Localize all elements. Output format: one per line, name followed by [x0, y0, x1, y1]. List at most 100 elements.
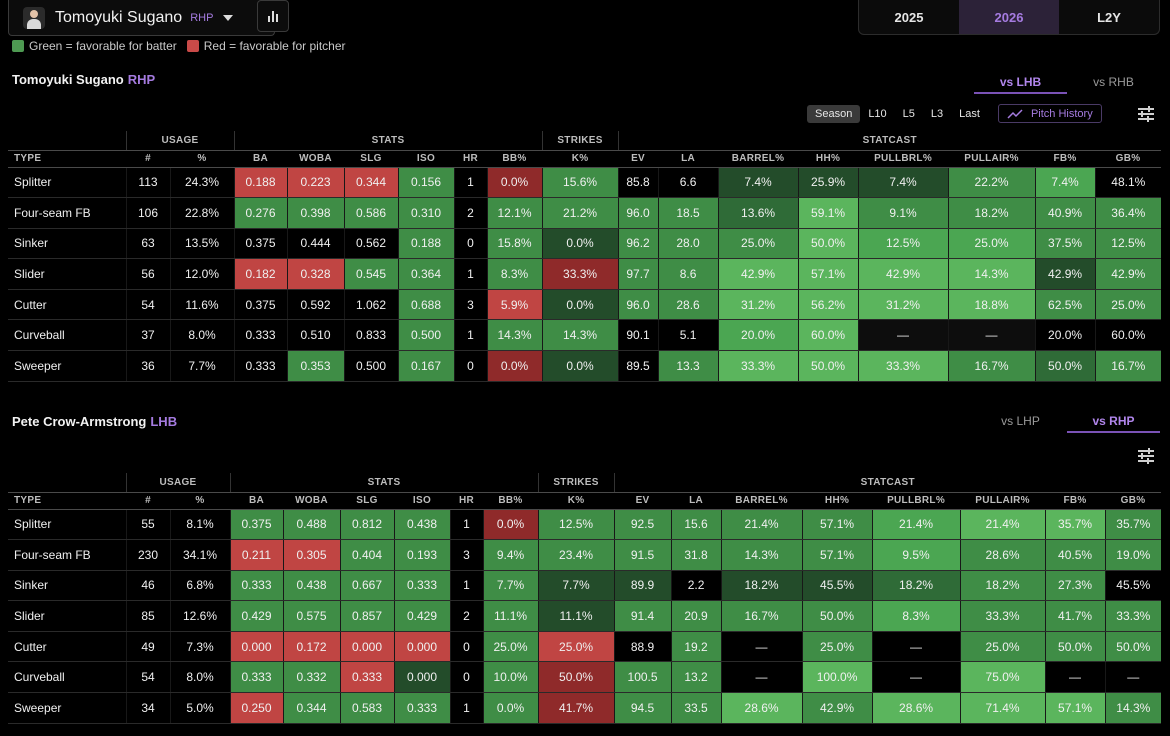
group-strikes: STRIKES	[537, 473, 615, 493]
col-header-ev[interactable]: EV	[614, 492, 672, 510]
cell-bb-pct: 11.1%	[482, 600, 539, 632]
legend-red-label: Red = favorable for pitcher	[203, 39, 346, 53]
tab-vs-rhb[interactable]: vs RHB	[1093, 75, 1134, 89]
cell-count: 46	[125, 570, 170, 602]
col-header-bb-pct[interactable]: BB%	[487, 150, 543, 168]
tab-vs-lhb[interactable]: vs LHB	[974, 70, 1067, 94]
cell-fb-pct: 42.9%	[1034, 258, 1096, 290]
cell-hr: 1	[449, 509, 483, 541]
pitch-type-cell: Splitter	[8, 167, 126, 199]
col-header-hh-pct[interactable]: HH%	[798, 150, 859, 168]
col-header-type[interactable]: TYPE	[8, 492, 126, 510]
year-tab-l2y[interactable]: L2Y	[1097, 9, 1121, 25]
col-header-slg[interactable]: SLG	[344, 150, 398, 168]
col-header-pullair-pct[interactable]: PULLAIR%	[948, 150, 1036, 168]
col-header-iso[interactable]: ISO	[398, 150, 454, 168]
cell-ba: 0.000	[229, 631, 283, 663]
tab-vs-lhp[interactable]: vs LHP	[1001, 414, 1040, 428]
col-header-ba[interactable]: BA	[230, 492, 283, 510]
table-row: Cutter 49 7.3% 0.000 0.172 0.000 0.000 0 25.0% 25…	[8, 631, 1162, 663]
cell-pullair-pct: 21.4%	[959, 509, 1046, 541]
range-l10[interactable]: L10	[868, 107, 887, 120]
col-header-gb-pct[interactable]: GB%	[1095, 150, 1162, 168]
col-header-woba[interactable]: WOBA	[283, 492, 340, 510]
cell-slg: 0.857	[339, 600, 394, 632]
cell-fb-pct: 41.7%	[1044, 600, 1106, 632]
cell-woba: 0.398	[286, 197, 344, 229]
col-header-k-pct[interactable]: K%	[538, 492, 615, 510]
cell-gb-pct: 42.9%	[1094, 258, 1162, 290]
col-header-hh-pct[interactable]: HH%	[802, 492, 873, 510]
cell-pullbrl-pct: 12.5%	[857, 228, 949, 260]
cell-iso: 0.193	[393, 539, 450, 571]
col-header-bb-pct[interactable]: BB%	[483, 492, 539, 510]
col-header-type[interactable]: TYPE	[8, 150, 126, 168]
group-statcast: STATCAST	[617, 131, 1162, 151]
cell-k-pct: 0.0%	[541, 289, 619, 321]
col-header-ev[interactable]: EV	[618, 150, 659, 168]
range-l3[interactable]: L3	[930, 107, 944, 120]
cell-hr: 0	[453, 228, 487, 260]
cell-iso: 0.188	[397, 228, 454, 260]
cell-slg: 0.586	[343, 197, 398, 229]
cell-iso: 0.167	[397, 350, 454, 382]
bar-chart-button[interactable]	[257, 0, 289, 32]
cell-woba: 0.305	[282, 539, 340, 571]
col-header-count[interactable]: #	[126, 150, 170, 168]
col-header-la[interactable]: LA	[658, 150, 719, 168]
col-header-hr[interactable]: HR	[450, 492, 483, 510]
col-header-barrel-pct[interactable]: BARREL%	[721, 492, 803, 510]
cell-k-pct: 25.0%	[537, 631, 615, 663]
col-header-hr[interactable]: HR	[454, 150, 487, 168]
cell-slg: 0.583	[339, 692, 394, 724]
pitch-type-cell: Cutter	[8, 289, 126, 321]
cell-gb-pct: 36.4%	[1094, 197, 1162, 229]
col-header-pullbrl-pct[interactable]: PULLBRL%	[872, 492, 961, 510]
range-l5[interactable]: L5	[902, 107, 915, 120]
col-header-pct[interactable]: %	[170, 492, 230, 510]
col-header-woba[interactable]: WOBA	[287, 150, 344, 168]
col-header-fb-pct[interactable]: FB%	[1035, 150, 1096, 168]
cell-ba: 0.211	[229, 539, 283, 571]
bar-chart-icon	[268, 11, 278, 22]
trend-line-icon	[1007, 108, 1023, 119]
tab-vs-rhp[interactable]: vs RHP	[1067, 409, 1160, 433]
col-header-gb-pct[interactable]: GB%	[1105, 492, 1162, 510]
table-row: Splitter 113 24.3% 0.188 0.223 0.344 0.156 1 0.0…	[8, 167, 1162, 199]
col-header-pullbrl-pct[interactable]: PULLBRL%	[858, 150, 949, 168]
pitcher-table-body: Splitter 113 24.3% 0.188 0.223 0.344 0.156 1 0.0…	[8, 167, 1162, 382]
range-season[interactable]: Season	[807, 104, 861, 123]
cell-woba: 0.444	[286, 228, 344, 260]
col-header-k-pct[interactable]: K%	[542, 150, 619, 168]
table-row: Cutter 54 11.6% 0.375 0.592 1.062 0.688 3 5.9% 0.…	[8, 289, 1162, 321]
cell-hr: 2	[449, 600, 483, 632]
year-tab-2025[interactable]: 2025	[894, 9, 924, 25]
cell-pct: 24.3%	[169, 167, 234, 199]
col-header-iso[interactable]: ISO	[394, 492, 450, 510]
cell-fb-pct: 35.7%	[1044, 509, 1106, 541]
cell-woba: 0.223	[286, 167, 344, 199]
col-header-pct[interactable]: %	[170, 150, 234, 168]
col-header-la[interactable]: LA	[671, 492, 722, 510]
col-header-ba[interactable]: BA	[234, 150, 287, 168]
cell-pct: 12.6%	[169, 600, 230, 632]
settings-sliders-icon[interactable]	[1138, 448, 1154, 464]
cell-gb-pct: —	[1104, 661, 1162, 694]
col-header-fb-pct[interactable]: FB%	[1045, 492, 1106, 510]
cell-ev: 97.7	[617, 258, 659, 290]
cell-la: 31.8	[670, 539, 722, 571]
col-header-count[interactable]: #	[126, 492, 170, 510]
cell-hr: 0	[449, 661, 483, 694]
col-header-pullair-pct[interactable]: PULLAIR%	[960, 492, 1046, 510]
cell-pullair-pct: 14.3%	[947, 258, 1036, 290]
col-header-slg[interactable]: SLG	[340, 492, 394, 510]
pitch-history-button[interactable]: Pitch History	[997, 104, 1102, 123]
player-select[interactable]: Tomoyuki Sugano RHP	[8, 0, 275, 36]
col-header-barrel-pct[interactable]: BARREL%	[718, 150, 799, 168]
year-tab-2026[interactable]: 2026	[959, 0, 1059, 34]
settings-sliders-icon[interactable]	[1138, 106, 1154, 122]
range-last[interactable]: Last	[959, 107, 980, 120]
cell-ba: 0.375	[229, 509, 283, 541]
cell-ev: 100.5	[613, 661, 672, 694]
pitcher-split-tabs: vs LHB vs RHB	[974, 70, 1160, 94]
